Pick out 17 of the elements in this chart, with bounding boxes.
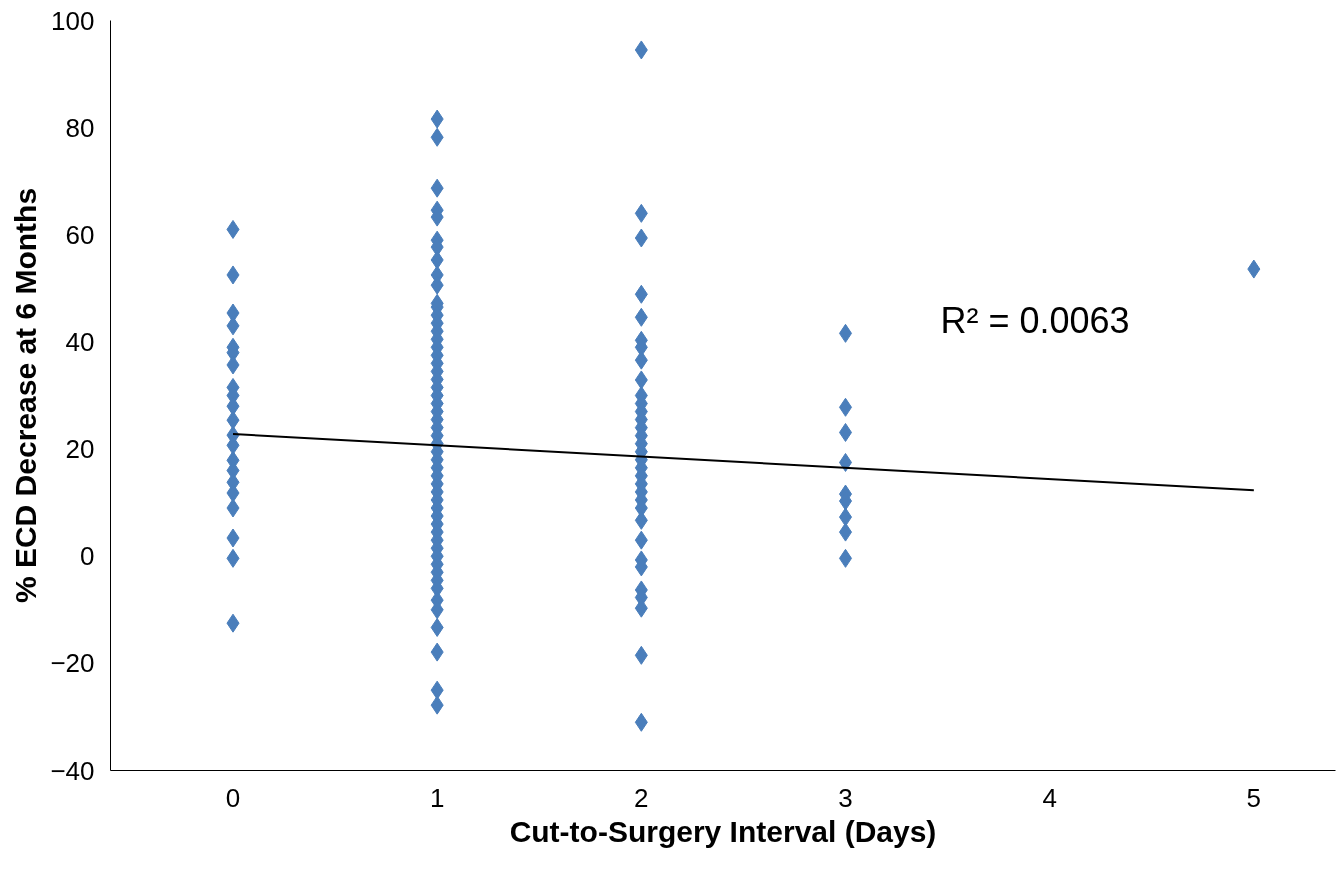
- x-tick-label: 4: [1042, 782, 1057, 813]
- y-tick-label: 80: [65, 112, 95, 143]
- x-tick-label: 3: [838, 782, 853, 813]
- x-axis-title: Cut-to-Surgery Interval (Days): [509, 814, 937, 848]
- y-tick-label: 40: [65, 326, 95, 357]
- y-tick-label: 100: [51, 5, 95, 36]
- y-tick-label: −20: [50, 648, 95, 679]
- y-tick-label: 20: [65, 434, 95, 465]
- annotation: R² = 0.0063: [940, 300, 1130, 341]
- y-tick-label: 0: [80, 541, 95, 572]
- x-tick-label: 2: [634, 782, 649, 813]
- x-tick-label: 5: [1246, 782, 1262, 813]
- y-tick-label: −40: [50, 755, 95, 786]
- y-axis-title: % ECD Decrease at 6 Months: [9, 187, 43, 604]
- y-tick-label: 60: [65, 219, 95, 250]
- x-tick-label: 1: [429, 782, 445, 813]
- x-tick-label: 0: [225, 782, 241, 813]
